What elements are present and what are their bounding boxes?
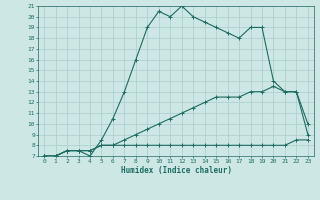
X-axis label: Humidex (Indice chaleur): Humidex (Indice chaleur): [121, 166, 231, 175]
